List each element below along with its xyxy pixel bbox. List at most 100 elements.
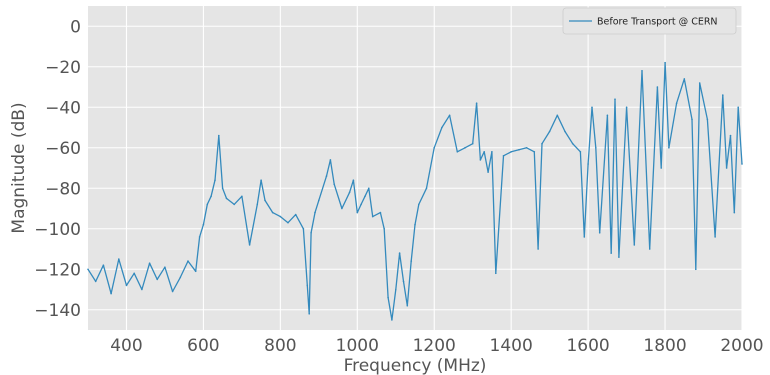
data-point — [541, 142, 543, 145]
data-point — [179, 276, 182, 279]
data-point — [202, 223, 205, 226]
data-point — [564, 130, 566, 133]
data-point — [164, 266, 166, 269]
data-point — [187, 260, 189, 262]
data-point — [510, 151, 512, 153]
data-point — [87, 268, 89, 271]
data-point — [221, 187, 224, 190]
data-point — [479, 159, 482, 161]
tick-labels: 400 600 800 1000 1200 1400 1600 1800 2000 0 −20 −40… — [34, 17, 763, 356]
data-point — [502, 155, 505, 157]
data-point — [698, 82, 701, 84]
x-axis-label: Frequency (MHz) — [344, 356, 487, 375]
legend-box — [562, 7, 737, 35]
data-point — [308, 313, 311, 315]
data-point — [475, 102, 478, 104]
data-point — [264, 199, 266, 202]
data-point — [660, 167, 662, 169]
data-point — [722, 94, 724, 96]
data-point — [537, 248, 539, 250]
data-point — [225, 197, 228, 200]
y-tick-label: −60 — [45, 139, 81, 159]
data-point — [125, 284, 128, 287]
x-tick-label: 1400 — [490, 336, 533, 356]
data-point — [352, 179, 355, 181]
y-tick-label: −80 — [45, 179, 81, 199]
data-point — [383, 228, 386, 230]
data-point — [471, 142, 474, 145]
data-point — [218, 134, 220, 137]
data-point — [306, 284, 309, 287]
data-point — [395, 288, 397, 291]
x-tick-label: 800 — [264, 336, 296, 356]
data-point — [141, 288, 143, 291]
data-point — [279, 215, 282, 218]
data-point — [425, 187, 428, 190]
data-point — [491, 151, 493, 153]
data-point — [706, 118, 709, 121]
data-point — [618, 256, 620, 258]
data-point — [606, 114, 609, 117]
y-tick-label: −100 — [34, 220, 81, 240]
data-point — [595, 147, 597, 149]
data-point — [102, 264, 105, 267]
data-point — [156, 278, 158, 281]
data-point — [641, 70, 643, 72]
data-point — [548, 130, 551, 133]
data-point — [533, 151, 536, 153]
data-point — [398, 252, 401, 254]
data-point — [591, 106, 593, 109]
data-point — [371, 215, 374, 218]
x-tick-label: 1200 — [413, 336, 456, 356]
data-point — [518, 149, 520, 151]
data-point — [214, 179, 216, 181]
data-point — [198, 236, 201, 238]
data-point — [360, 203, 362, 206]
data-point — [287, 221, 289, 224]
data-point — [391, 319, 393, 321]
data-point — [133, 272, 135, 275]
y-tick-label: 0 — [70, 17, 81, 37]
data-point — [410, 260, 413, 262]
series-line — [87, 62, 743, 321]
data-point — [402, 280, 405, 283]
y-tick-label: −20 — [45, 58, 81, 78]
data-point — [668, 147, 670, 149]
y-tick-label: −40 — [45, 98, 81, 118]
data-point — [333, 183, 336, 185]
data-point — [206, 203, 209, 206]
data-point — [341, 207, 343, 210]
data-point — [348, 191, 351, 194]
legend: Before Transport @ CERN — [562, 7, 737, 35]
x-tick-label: 2000 — [720, 336, 763, 356]
data-point — [610, 252, 612, 254]
data-point — [414, 223, 416, 226]
data-point — [356, 211, 359, 214]
data-point — [314, 211, 316, 214]
data-point — [110, 292, 112, 295]
data-point — [271, 211, 274, 214]
data-point — [729, 134, 732, 137]
data-point — [725, 167, 728, 169]
data-point — [248, 244, 251, 246]
data-point — [433, 147, 436, 149]
x-tick-label: 1800 — [643, 336, 686, 356]
x-tick-label: 600 — [187, 336, 219, 356]
data-point — [210, 195, 212, 198]
x-tick-label: 1600 — [566, 336, 609, 356]
data-point — [448, 114, 451, 117]
data-point — [464, 147, 466, 149]
data-point — [664, 61, 666, 64]
data-point — [294, 213, 297, 216]
x-tick-label: 400 — [110, 336, 142, 356]
data-point — [256, 203, 259, 206]
data-point — [148, 262, 151, 265]
data-point — [171, 290, 174, 293]
data-point — [625, 106, 628, 109]
data-point — [310, 232, 312, 234]
data-point — [483, 151, 486, 153]
data-point — [598, 232, 601, 234]
data-point — [656, 86, 659, 88]
data-point — [737, 106, 739, 109]
data-point — [418, 203, 420, 206]
